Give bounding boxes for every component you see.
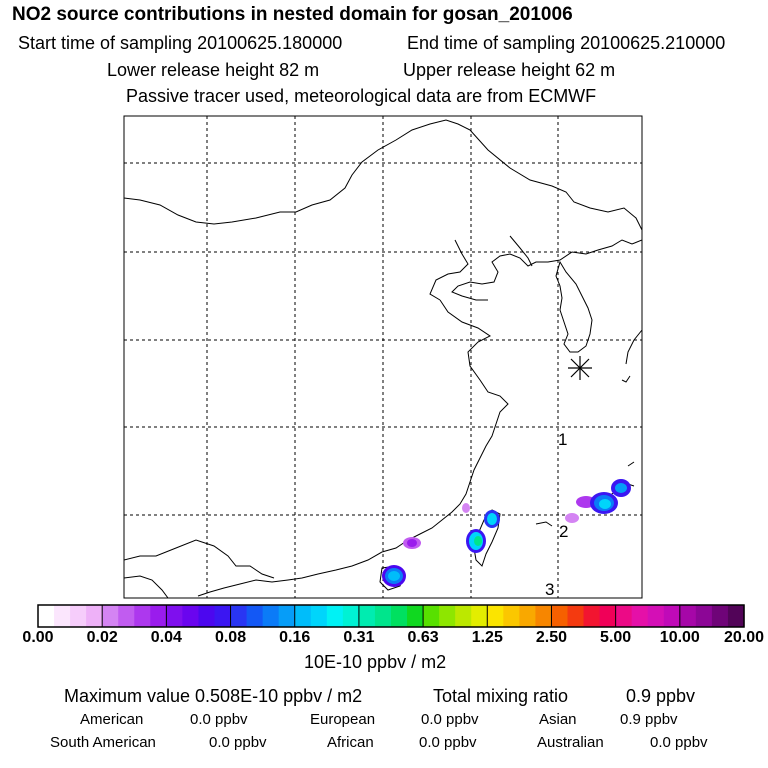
colorbar-cell <box>262 605 280 627</box>
asian-label: Asian <box>539 711 577 728</box>
marker-label-2: 2 <box>559 522 569 541</box>
colorbar-cell <box>118 605 135 627</box>
colorbar-cell <box>423 605 440 627</box>
colorbar-cell <box>230 605 248 627</box>
european-value: 0.0 ppbv <box>421 711 479 728</box>
colorbar-cell <box>182 605 200 627</box>
south-american-label: South American <box>50 734 156 751</box>
colorbar-cell <box>214 605 232 627</box>
colorbar-cell <box>679 605 697 627</box>
upper-release-height: Upper release height 62 m <box>403 60 616 80</box>
colorbar-cell <box>70 605 87 627</box>
african-value: 0.0 ppbv <box>419 734 477 751</box>
colorbar-cell <box>583 605 601 627</box>
colorbar-tick-label: 0.00 <box>22 629 54 646</box>
colorbar-tick-label: 2.50 <box>535 629 568 646</box>
colorbar-tick-label: 0.02 <box>86 629 118 646</box>
colorbar-cell <box>150 605 167 627</box>
end-time: End time of sampling 20100625.210000 <box>407 33 726 53</box>
lat-lon-grid <box>124 116 642 598</box>
colorbar-cell <box>102 605 119 627</box>
maximum-value: Maximum value 0.508E-10 ppbv / m2 <box>64 686 363 706</box>
colorbar-tick-label: 0.31 <box>343 629 375 646</box>
colorbar-cell <box>342 605 360 627</box>
colorbar-tick-label: 10.00 <box>659 629 700 646</box>
start-time: Start time of sampling 20100625.180000 <box>18 33 343 53</box>
colorbar-tick-label: 20.00 <box>723 629 765 646</box>
colorbar-cell <box>374 605 392 627</box>
colorbar-cell <box>503 605 520 627</box>
colorbar-cell <box>246 605 264 627</box>
colorbar-cell <box>711 605 729 627</box>
colorbar-cell <box>471 605 488 627</box>
colorbar-cell <box>310 605 328 627</box>
colorbar <box>37 604 745 628</box>
tracer-note: Passive tracer used, meteorological data… <box>126 86 597 106</box>
total-mixing-label: Total mixing ratio <box>433 686 569 706</box>
american-label: American <box>80 711 144 728</box>
colorbar-cell <box>407 605 424 627</box>
colorbar-cell <box>198 605 216 627</box>
australian-value: 0.0 ppbv <box>650 734 708 751</box>
colorbar-cell <box>647 605 665 627</box>
marker-label-3: 3 <box>545 580 555 599</box>
colorbar-cell <box>439 605 456 627</box>
colorbar-cell <box>631 605 649 627</box>
american-value: 0.0 ppbv <box>190 711 248 728</box>
receptor-star-icon <box>568 356 592 380</box>
colorbar-cell <box>487 605 504 627</box>
colorbar-cell <box>391 605 408 627</box>
colorbar-cell <box>567 605 585 627</box>
colorbar-cell <box>166 605 184 627</box>
colorbar-cell <box>695 605 713 627</box>
colorbar-cell <box>278 605 296 627</box>
colorbar-cell <box>358 605 376 627</box>
colorbar-tick-label: 5.00 <box>600 629 632 646</box>
colorbar-cell <box>294 605 312 627</box>
colorbar-cell <box>455 605 472 627</box>
colorbar-tick-label: 1.25 <box>471 629 503 646</box>
total-mixing-value: 0.9 ppbv <box>626 686 696 706</box>
page-title: NO2 source contributions in nested domai… <box>12 4 573 25</box>
australian-label: Australian <box>537 734 604 751</box>
colorbar-cell <box>326 605 344 627</box>
european-label: European <box>310 711 376 728</box>
colorbar-cell <box>38 605 55 627</box>
colorbar-cell <box>86 605 103 627</box>
colorbar-unit: 10E-10 ppbv / m2 <box>304 652 447 672</box>
colorbar-cell <box>54 605 71 627</box>
colorbar-cell <box>535 605 553 627</box>
colorbar-tick-label: 0.16 <box>279 629 311 646</box>
colorbar-tick-label: 0.63 <box>407 629 439 646</box>
colorbar-cell <box>599 605 617 627</box>
colorbar-cell <box>134 605 151 627</box>
colorbar-cell <box>551 605 569 627</box>
colorbar-cell <box>519 605 537 627</box>
lower-release-height: Lower release height 82 m <box>107 60 320 80</box>
map-frame <box>123 115 643 599</box>
african-label: African <box>327 734 374 751</box>
colorbar-tick-label: 0.04 <box>150 629 182 646</box>
colorbar-tick-label: 0.08 <box>214 629 247 646</box>
colorbar-cell <box>663 605 681 627</box>
colorbar-cell <box>727 605 745 627</box>
concentration-plumes <box>382 479 631 587</box>
marker-label-1: 1 <box>558 430 568 449</box>
asian-value: 0.9 ppbv <box>620 711 678 728</box>
colorbar-cell <box>615 605 633 627</box>
south-american-value: 0.0 ppbv <box>209 734 267 751</box>
